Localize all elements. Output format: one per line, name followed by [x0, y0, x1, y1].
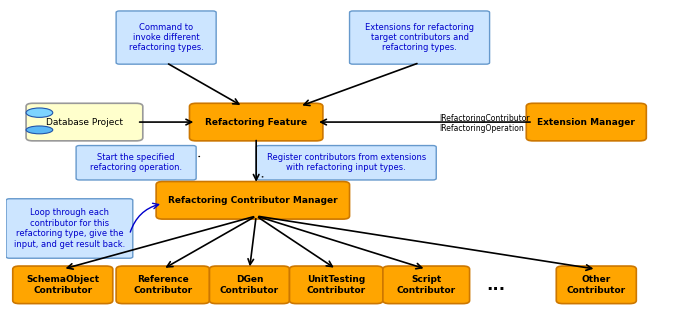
FancyBboxPatch shape	[526, 103, 646, 141]
Text: DGen
Contributor: DGen Contributor	[220, 275, 279, 295]
FancyBboxPatch shape	[13, 266, 113, 304]
Text: IRefactoringContributor
IRefactoringOperation: IRefactoringContributor IRefactoringOper…	[439, 114, 530, 133]
FancyBboxPatch shape	[6, 199, 133, 258]
Text: Other
Contributor: Other Contributor	[567, 275, 626, 295]
Text: Script
Contributor: Script Contributor	[396, 275, 456, 295]
Text: Command to
invoke different
refactoring types.: Command to invoke different refactoring …	[129, 23, 203, 53]
Ellipse shape	[26, 108, 52, 117]
Text: Refactoring Feature: Refactoring Feature	[205, 118, 308, 126]
FancyBboxPatch shape	[190, 103, 323, 141]
FancyBboxPatch shape	[557, 266, 636, 304]
FancyBboxPatch shape	[256, 146, 436, 180]
Text: Loop through each
contributor for this
refactoring type, give the
input, and get: Loop through each contributor for this r…	[14, 208, 125, 249]
Text: Start the specified
refactoring operation.: Start the specified refactoring operatio…	[90, 153, 182, 172]
Text: Reference
Contributor: Reference Contributor	[133, 275, 192, 295]
Text: UnitTesting
Contributor: UnitTesting Contributor	[307, 275, 365, 295]
Text: Extensions for refactoring
target contributors and
refactoring types.: Extensions for refactoring target contri…	[365, 23, 474, 53]
Polygon shape	[26, 113, 52, 130]
Text: Extension Manager: Extension Manager	[537, 118, 635, 126]
FancyBboxPatch shape	[383, 266, 470, 304]
FancyBboxPatch shape	[26, 103, 143, 141]
Ellipse shape	[26, 126, 52, 134]
FancyBboxPatch shape	[76, 146, 196, 180]
Text: ...: ...	[487, 276, 506, 294]
Text: Database Project: Database Project	[46, 118, 123, 126]
FancyBboxPatch shape	[116, 11, 216, 64]
FancyBboxPatch shape	[116, 266, 209, 304]
Text: Refactoring Contributor Manager: Refactoring Contributor Manager	[168, 196, 338, 205]
FancyBboxPatch shape	[209, 266, 289, 304]
Text: Register contributors from extensions
with refactoring input types.: Register contributors from extensions wi…	[267, 153, 426, 172]
Text: SchemaObject
Contributor: SchemaObject Contributor	[26, 275, 100, 295]
FancyBboxPatch shape	[289, 266, 383, 304]
FancyBboxPatch shape	[156, 182, 349, 219]
FancyBboxPatch shape	[349, 11, 489, 64]
